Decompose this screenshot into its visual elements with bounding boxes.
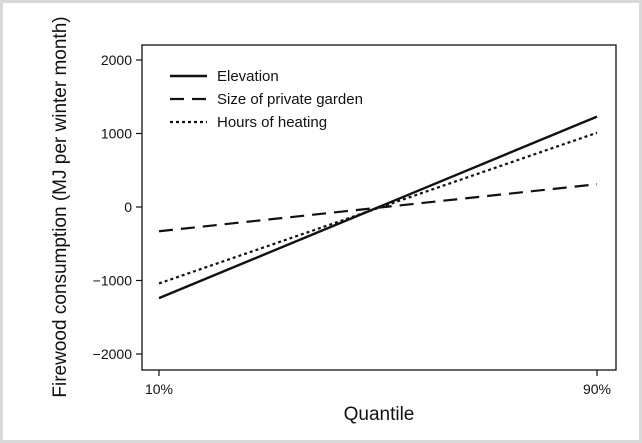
x-tick-label: 90% [583, 381, 611, 397]
series-line-3 [158, 131, 598, 285]
series-lines [158, 115, 598, 300]
legend-label: Elevation [217, 68, 279, 85]
y-tick-label: 1000 [101, 126, 132, 142]
x-axis: 10% 90% [145, 370, 611, 397]
y-axis-title: Firewood consumption (MJ per winter mont… [50, 16, 71, 397]
y-tick-label: −1000 [93, 273, 133, 289]
legend-label: Size of private garden [217, 91, 363, 108]
y-tick-label: 0 [124, 199, 132, 215]
y-axis: 2000 1000 0 −1000 −2000 [93, 52, 142, 362]
y-tick-label: 2000 [101, 52, 132, 68]
y-tick-label: −2000 [93, 346, 133, 362]
series-line-2 [158, 183, 598, 233]
legend-label: Hours of heating [217, 114, 327, 131]
x-axis-title: Quantile [344, 404, 415, 425]
x-tick-label: 10% [145, 381, 173, 397]
legend: Elevation Size of private garden Hours of … [170, 68, 363, 131]
